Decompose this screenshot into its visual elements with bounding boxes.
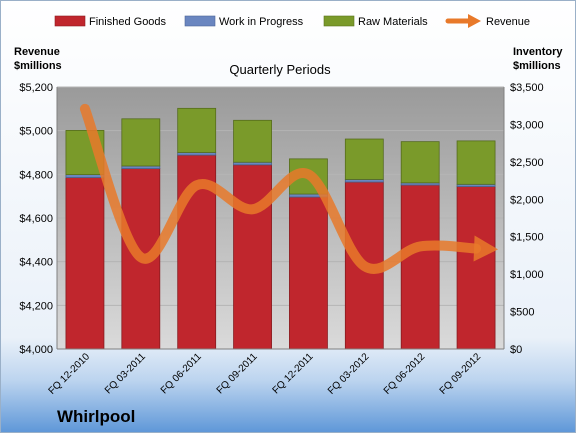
legend-swatch-work-in-progress <box>184 15 216 27</box>
legend: Finished Goods Work in Progress Raw Mate… <box>54 14 530 28</box>
bar-work-in-progress <box>65 174 105 178</box>
right-axis-title-line2: $millions <box>513 60 561 72</box>
right-tick-label: $500 <box>510 307 534 319</box>
left-tick-label: $5,200 <box>19 82 53 94</box>
legend-swatch-raw-materials <box>323 15 355 27</box>
right-axis-title-line1: Inventory <box>513 46 563 58</box>
bar-finished-goods <box>233 164 272 350</box>
bar-finished-goods <box>65 177 105 350</box>
bar-raw-materials <box>121 118 161 167</box>
right-tick-label: $3,000 <box>510 119 544 131</box>
legend-item-revenue: Revenue <box>445 14 530 28</box>
right-tick-label: $1,500 <box>510 232 544 244</box>
revenue-arrowhead <box>473 235 499 262</box>
chart-title: Quarterly Periods <box>229 62 331 77</box>
right-tick-label: $2,500 <box>510 157 544 169</box>
legend-item-raw-materials: Raw Materials <box>323 15 428 28</box>
bar-raw-materials <box>233 119 272 163</box>
left-tick-label: $4,200 <box>19 300 53 312</box>
left-tick-label: $4,400 <box>19 257 53 269</box>
legend-label-revenue: Revenue <box>486 16 530 28</box>
legend-item-finished-goods: Finished Goods <box>54 15 167 28</box>
bar-raw-materials <box>456 140 496 185</box>
right-tick-label: $1,000 <box>510 269 544 281</box>
left-axis-title-line2: $millions <box>14 60 62 72</box>
bar-raw-materials <box>177 107 217 153</box>
legend-label-finished-goods: Finished Goods <box>89 16 167 28</box>
left-axis-title-line1: Revenue <box>14 46 60 58</box>
left-tick-label: $4,800 <box>19 169 53 181</box>
revenue-line-path <box>79 103 482 274</box>
legend-label-work-in-progress: Work in Progress <box>219 16 304 28</box>
bar-finished-goods <box>289 196 328 350</box>
bar-raw-materials <box>344 138 384 180</box>
left-tick-label: $4,600 <box>19 213 53 225</box>
left-tick-label: $5,000 <box>19 126 53 138</box>
right-tick-label: $3,500 <box>510 82 544 94</box>
bar-finished-goods <box>456 186 496 350</box>
legend-item-work-in-progress: Work in Progress <box>184 15 304 28</box>
bar-raw-materials <box>400 141 440 184</box>
right-tick-label: $2,000 <box>510 194 544 206</box>
legend-swatch-finished-goods <box>54 15 86 27</box>
company-name: Whirlpool <box>57 407 135 426</box>
legend-label-raw-materials: Raw Materials <box>358 16 428 28</box>
left-tick-label: $4,000 <box>19 344 53 356</box>
bar-finished-goods <box>400 184 440 350</box>
revenue-line <box>79 103 499 274</box>
right-tick-label: $0 <box>510 344 522 356</box>
legend-revenue-arrowhead <box>468 14 481 28</box>
